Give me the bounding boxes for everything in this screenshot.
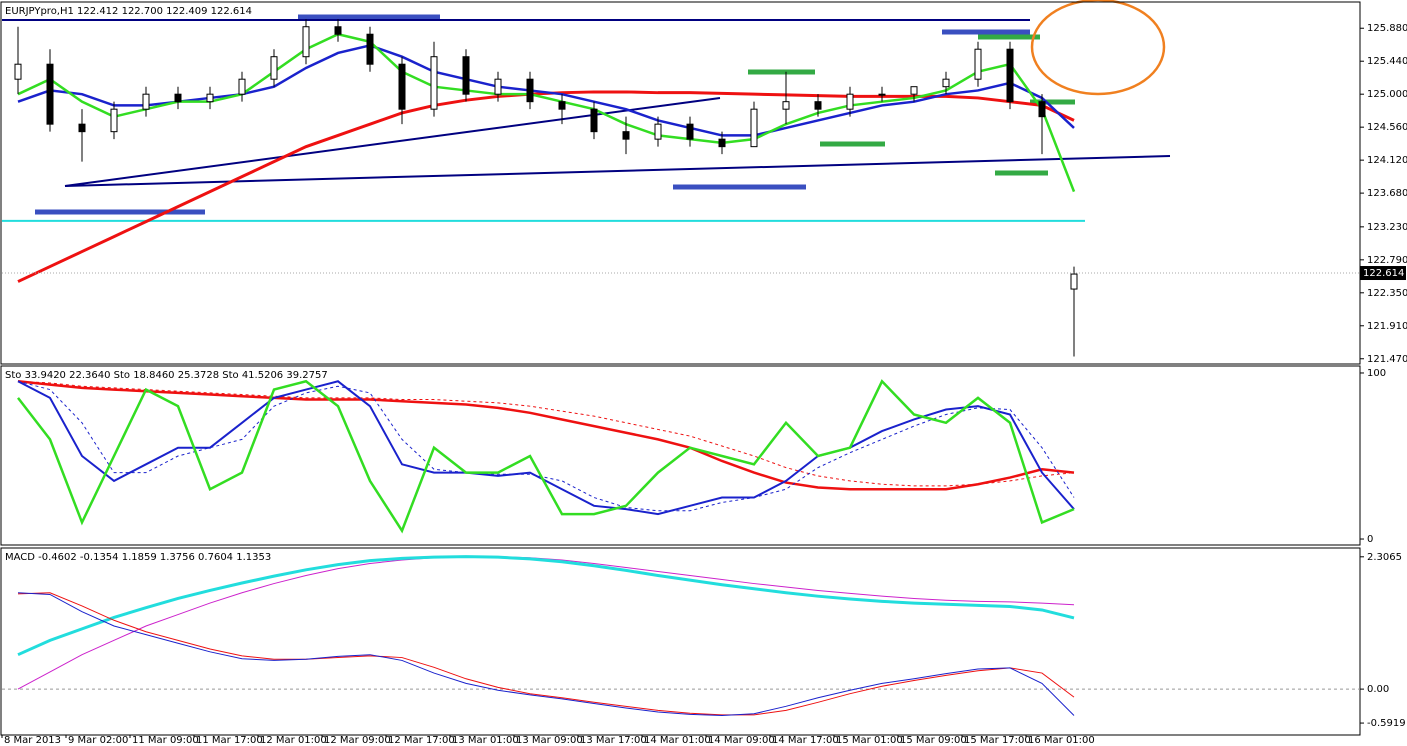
panel: 125.880 125.440 125.000 124.560 124.120 123.6… [0,1,1407,365]
candle-body [1038,101,1046,118]
y-tick-label: -0.5919 [1367,718,1406,729]
candle-body [686,123,694,140]
x-tick-label: 14 Mar 17:00 [772,735,839,746]
drawings [35,0,1171,215]
panel-header: MACD -0.4602 -0.1354 1.1859 1.3756 0.760… [5,552,271,563]
candle-body [910,86,918,95]
candle-body [974,48,982,80]
y-tick-label: 122.790 [1367,255,1407,266]
panel-header: EURJPYpro,H1 122.412 122.700 122.409 122… [5,6,252,17]
x-tick-label: 13 Mar 17:00 [580,735,647,746]
panel: 2.3065 0.00 -0.5919 MACD -0.4602 -0.1354 1.… [0,547,1406,746]
candle-body [14,63,22,80]
x-tick-label: 12 Mar 17:00 [388,735,455,746]
y-tick-label: 125.440 [1367,56,1407,67]
y-tick-label: 124.120 [1367,155,1407,166]
candle-body [142,93,150,110]
candle-body [398,63,406,110]
y-tick-label: 121.470 [1367,354,1407,365]
candle-body [270,56,278,80]
y-tick-label: 124.560 [1367,122,1407,133]
y-tick-label: 123.680 [1367,188,1407,199]
indicator-line [17,380,1075,491]
x-tick-label: 15 Mar 09:00 [900,735,967,746]
indicator-line [17,555,1075,657]
y-tick-label: 125.000 [1367,89,1407,100]
trendline [64,155,1171,187]
x-tick-label: 16 Mar 01:00 [1028,735,1095,746]
candle-body [110,108,118,133]
candle-body [718,138,726,148]
candle-body [814,101,822,110]
indicator-line [17,379,1075,534]
x-tick-label: 15 Mar 01:00 [836,735,903,746]
candle-body [750,108,758,148]
x-tick-label: 11 Mar 09:00 [132,735,199,746]
last-price-label: 122.614 [1363,268,1404,279]
candle-body [846,93,854,110]
candle-body [78,123,86,133]
indicator-line [17,592,1075,716]
candle-body [238,78,246,95]
candle-body [878,93,886,96]
candle-body [430,56,438,110]
candle-body [334,26,342,35]
highlight-ellipse [1030,0,1166,96]
x-tick-label: 13 Mar 01:00 [452,735,519,746]
x-tick-label: 9 Mar 02:00 [68,735,128,746]
x-tick-label: 14 Mar 01:00 [644,735,711,746]
candle-body [1006,48,1014,103]
candle-body [590,108,598,133]
y-tick-label: 0.00 [1367,684,1389,695]
x-tick-label: 15 Mar 17:00 [964,735,1031,746]
candle-body [174,93,182,103]
x-tick-label: 11 Mar 17:00 [196,735,263,746]
candle-body [206,93,214,103]
indicator-line [17,44,1075,137]
candle-body [526,78,534,103]
trendline [64,97,721,187]
x-tick-label: 13 Mar 09:00 [516,735,583,746]
candle-body [494,78,502,95]
indicator-line [17,380,1075,512]
candle-body [558,101,566,110]
candle-body [942,78,950,88]
candle-body [366,33,374,65]
x-tick-label: 14 Mar 09:00 [708,735,775,746]
panel-header: Sto 33.9420 22.3640 Sto 18.8460 25.3728 … [5,370,328,381]
x-tick-label: 12 Mar 09:00 [324,735,391,746]
y-tick-label: 100 [1367,368,1386,379]
x-tick-label: 8 Mar 2013 [4,735,61,746]
candle-body [782,101,790,110]
indicator-line [17,32,1076,193]
indicator-line [17,380,1075,487]
candle-body [302,26,310,58]
x-tick-label: 12 Mar 01:00 [260,735,327,746]
y-tick-label: 122.350 [1367,288,1407,299]
panel-frame [0,365,1361,546]
candle-body [46,63,54,125]
candle-body [462,56,470,95]
candle-body [622,131,630,140]
y-tick-label: 123.230 [1367,222,1407,233]
candle-body [1070,273,1078,290]
panel: 100 0 Sto 33.9420 22.3640 Sto 18.8460 25.3… [0,365,1386,546]
last-price-box [1360,266,1406,281]
y-tick-label: 125.880 [1367,23,1407,34]
y-tick-label: 2.3065 [1367,552,1402,563]
panel-frame [0,1,1361,365]
y-tick-label: 121.910 [1367,321,1407,332]
panel-frame [0,547,1361,736]
y-tick-label: 0 [1367,534,1373,545]
indicator-line [17,592,1075,716]
candle-body [654,123,662,140]
